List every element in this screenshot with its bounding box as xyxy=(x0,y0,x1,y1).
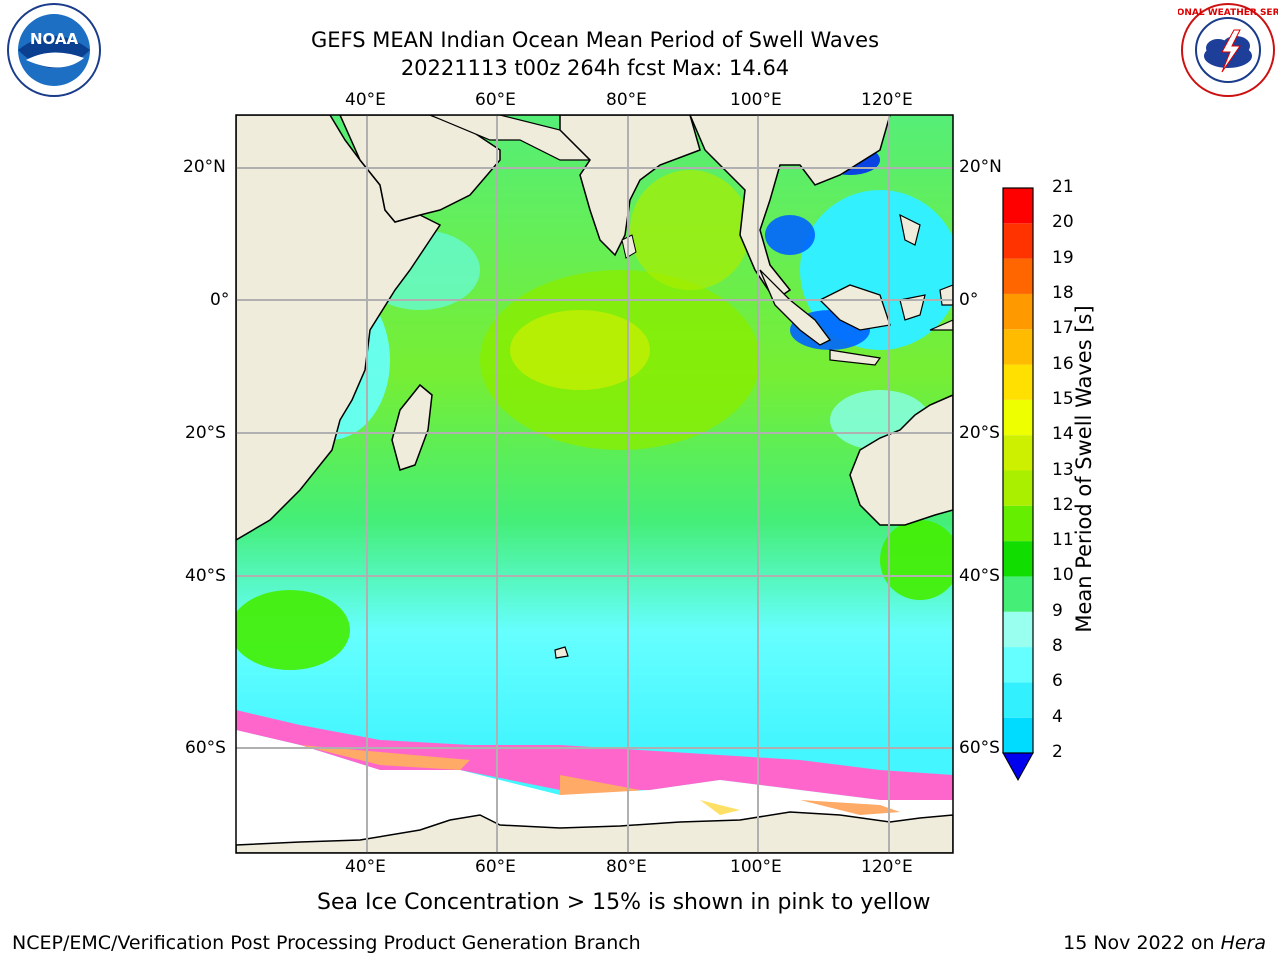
colorbar-tick-label: 13 xyxy=(1052,459,1074,480)
colorbar-cell xyxy=(1003,647,1033,683)
colorbar-tick-label: 17 xyxy=(1052,318,1074,339)
colorbar-cell xyxy=(1003,435,1033,471)
lat-label-left-20n: 20°N xyxy=(183,157,226,177)
colorbar-tick-label: 8 xyxy=(1052,636,1063,657)
land-india xyxy=(559,115,701,257)
chart-subtitle: 20221113 t00z 264h fcst Max: 14.64 xyxy=(400,56,790,80)
colorbar-tick-label: 14 xyxy=(1052,424,1074,445)
lon-label-top-100e: 100°E xyxy=(730,90,782,110)
lat-label-left-20s: 20°S xyxy=(185,423,226,443)
land-australia xyxy=(849,394,953,526)
colorbar-cell xyxy=(1003,293,1033,330)
colorbar-extend-arrow xyxy=(1002,752,1034,782)
colorbar-tick-label: 18 xyxy=(1052,282,1074,303)
colorbar xyxy=(1002,187,1034,782)
colorbar-cell xyxy=(1003,576,1033,612)
lat-label-left-60s: 60°S xyxy=(185,738,226,758)
colorbar-cell xyxy=(1003,329,1033,365)
footer-date-text: 15 Nov 2022 on xyxy=(1063,932,1221,954)
land-kerguelen xyxy=(554,646,569,659)
lat-label-left-0: 0° xyxy=(210,290,230,310)
footer-date: 15 Nov 2022 on Hera xyxy=(1063,932,1266,954)
colorbar-cell xyxy=(1003,399,1033,436)
colorbar-tick-label: 15 xyxy=(1052,388,1074,409)
colorbar-cell xyxy=(1003,188,1033,224)
lat-label-right-20s: 20°S xyxy=(959,423,1000,443)
colorbar-tick-label: 19 xyxy=(1052,247,1074,268)
lat-label-right-20n: 20°N xyxy=(959,157,1002,177)
colorbar-cell xyxy=(1003,258,1033,294)
colorbar-cell xyxy=(1003,541,1033,577)
lon-label-bottom-120e: 120°E xyxy=(861,857,913,877)
colorbar-tick-label: 12 xyxy=(1052,494,1074,515)
map-frame xyxy=(235,114,954,854)
lon-label-bottom-40e: 40°E xyxy=(345,857,386,877)
map-gridlines xyxy=(236,115,953,853)
footer-host: Hera xyxy=(1220,932,1266,954)
lon-label-top-80e: 80°E xyxy=(606,90,647,110)
colorbar-cell xyxy=(1003,611,1033,648)
colorbar-tick-label: 21 xyxy=(1052,177,1074,197)
chart-title: GEFS MEAN Indian Ocean Mean Period of Sw… xyxy=(310,28,880,52)
lat-label-right-40s: 40°S xyxy=(959,566,1000,586)
colorbar-cell xyxy=(1003,682,1033,718)
sea-ice-zone xyxy=(236,710,953,800)
colorbar-tick-label: 10 xyxy=(1052,565,1074,586)
colorbar-tick-label: 16 xyxy=(1052,353,1074,374)
land-southeast-asia xyxy=(689,115,891,302)
colorbar-cell xyxy=(1003,505,1033,542)
colorbar-tick-label: 20 xyxy=(1052,212,1074,233)
colorbar-tick-label: 6 xyxy=(1052,671,1063,692)
noaa-logo-text: NOAA xyxy=(30,30,79,48)
lon-label-top-60e: 60°E xyxy=(475,90,516,110)
colorbar-tick-label: 4 xyxy=(1052,706,1063,727)
lat-label-left-40s: 40°S xyxy=(185,566,226,586)
nws-logo: NATIONAL WEATHER SERVICE xyxy=(1178,3,1278,97)
noaa-logo: NOAA xyxy=(7,3,101,97)
colorbar-tick-label: 11 xyxy=(1052,530,1074,551)
svg-text:NATIONAL WEATHER SERVICE: NATIONAL WEATHER SERVICE xyxy=(1178,8,1278,18)
lon-label-bottom-100e: 100°E xyxy=(730,857,782,877)
land-madagascar xyxy=(391,383,433,471)
lat-label-right-0: 0° xyxy=(959,290,979,310)
lon-label-top-40e: 40°E xyxy=(345,90,386,110)
colorbar-cell xyxy=(1003,364,1033,400)
colorbar-cell xyxy=(1003,717,1033,753)
sea-ice-note: Sea Ice Concentration > 15% is shown in … xyxy=(317,890,931,915)
colorbar-tick-label: 2 xyxy=(1052,742,1063,762)
footer-credit: NCEP/EMC/Verification Post Processing Pr… xyxy=(12,932,641,954)
colorbar-label: Mean Period of Swell Waves [s] xyxy=(1072,305,1096,633)
lon-label-bottom-80e: 80°E xyxy=(606,857,647,877)
lon-label-bottom-60e: 60°E xyxy=(475,857,516,877)
colorbar-cell xyxy=(1003,470,1033,506)
colorbar-cell xyxy=(1003,223,1033,259)
land-antarctica xyxy=(236,811,953,853)
lon-label-top-120e: 120°E xyxy=(861,90,913,110)
colorbar-tick-label: 9 xyxy=(1052,600,1063,621)
lat-label-right-60s: 60°S xyxy=(959,738,1000,758)
